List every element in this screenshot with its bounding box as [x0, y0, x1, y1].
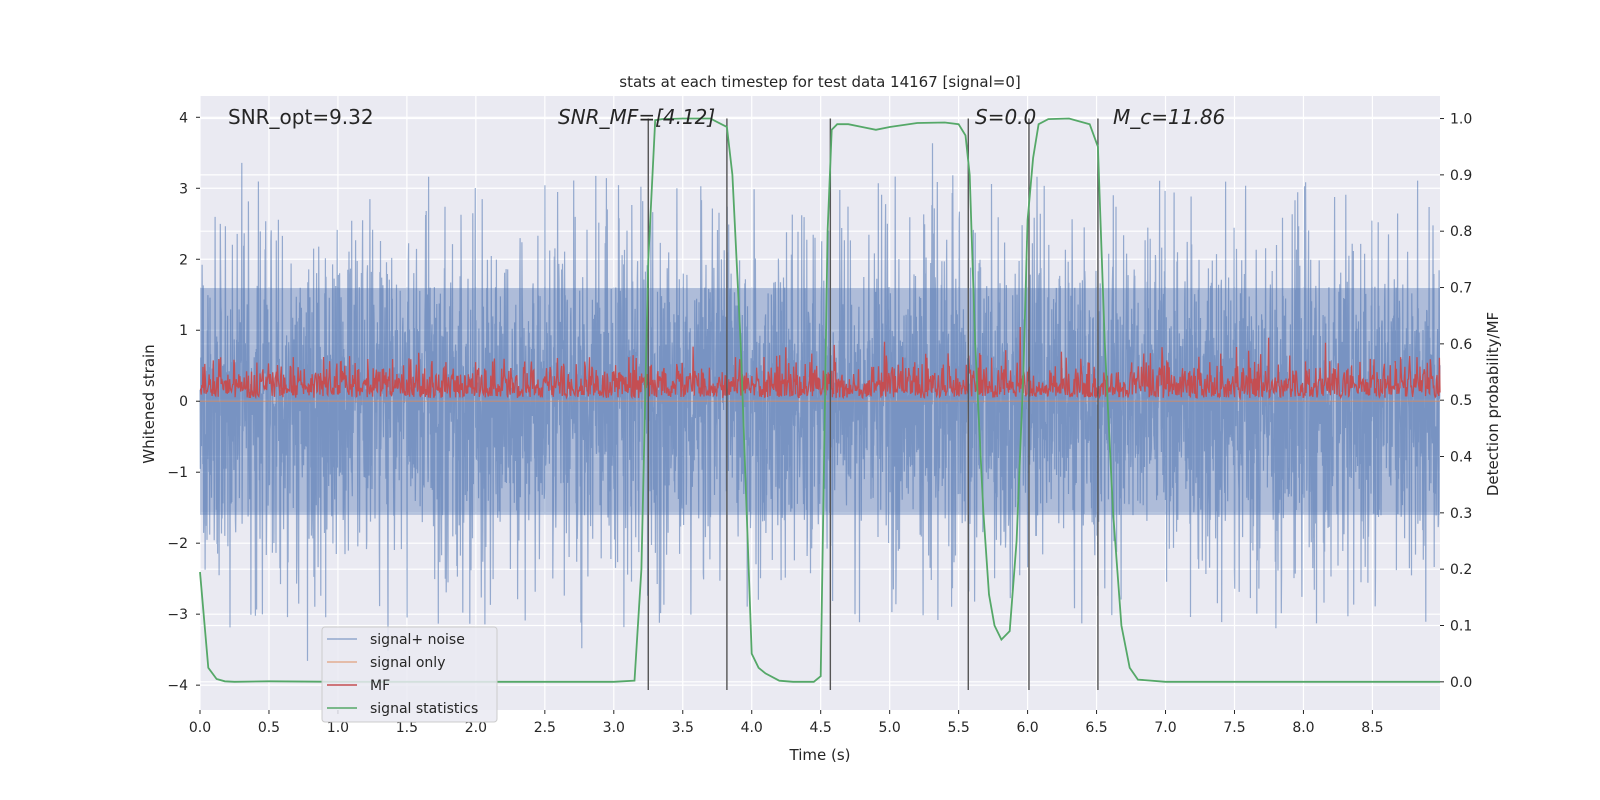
y-right-tick-label: 0.1 — [1450, 619, 1472, 635]
y-left-tick-label: −3 — [167, 607, 188, 623]
x-tick-label: 2.0 — [465, 720, 487, 736]
x-tick-label: 6.5 — [1085, 720, 1107, 736]
y-left-tick-label: 3 — [179, 181, 188, 197]
x-tick-label: 3.0 — [603, 720, 625, 736]
x-tick-label: 5.0 — [879, 720, 901, 736]
x-tick-label: 8.5 — [1361, 720, 1383, 736]
y-right-tick-label: 0.0 — [1450, 675, 1472, 691]
y-left-tick-label: −1 — [167, 465, 188, 481]
x-tick-label: 6.0 — [1016, 720, 1038, 736]
y-right-tick-label: 0.9 — [1450, 168, 1472, 184]
legend-label-signal-noise: signal+ noise — [370, 632, 465, 648]
y-left-tick-label: −4 — [167, 678, 188, 694]
y-right-tick-label: 0.8 — [1450, 224, 1472, 240]
annotation-snr-mf: SNR_MF=[4.12] — [558, 105, 715, 129]
series-mf — [199, 326, 1441, 401]
y-axis-label-left: Whitened strain — [140, 344, 158, 463]
x-tick-label: 0.0 — [189, 720, 211, 736]
y-left-tick-label: 2 — [179, 252, 188, 268]
x-tick-label: 0.5 — [258, 720, 280, 736]
y-left-tick-label: 1 — [179, 323, 188, 339]
x-tick-label: 7.0 — [1154, 720, 1176, 736]
y-left-tick-label: 0 — [179, 394, 188, 410]
legend: signal+ noise signal only MF signal stat… — [321, 626, 498, 723]
legend-frame — [321, 626, 498, 723]
series-signal-noise — [199, 143, 1441, 661]
x-tick-label: 8.0 — [1292, 720, 1314, 736]
x-tick-label: 1.5 — [396, 720, 418, 736]
chart-title: stats at each timestep for test data 141… — [619, 73, 1020, 91]
y-axis-label-right: Detection probability/MF — [1484, 312, 1502, 496]
y-right-tick-label: 0.5 — [1450, 393, 1472, 409]
annotation-mc-value: M_c=11.86 — [1113, 105, 1225, 129]
x-tick-label: 4.0 — [741, 720, 763, 736]
y-left-tick-label: −2 — [167, 536, 188, 552]
y-right-tick-label: 0.6 — [1450, 337, 1472, 353]
x-tick-label: 2.5 — [534, 720, 556, 736]
vertical-markers — [647, 118, 1099, 690]
y-right-tick-label: 0.3 — [1450, 506, 1472, 522]
y-left-tick-label: 4 — [179, 110, 188, 126]
x-tick-label: 5.5 — [947, 720, 969, 736]
annotation-s-value: S=0.0 — [975, 105, 1036, 129]
annotation-snr-opt: SNR_opt=9.32 — [228, 105, 374, 129]
axes: 0.0 0.5 1.0 1.5 2.0 2.5 3.0 3.5 4.0 4.5 5.0 5.5 6.0 6… — [167, 110, 1472, 736]
y-right-tick-label: 0.7 — [1450, 281, 1472, 297]
legend-label-signal-only: signal only — [370, 655, 445, 671]
x-tick-label: 3.5 — [672, 720, 694, 736]
data-layer — [199, 143, 1441, 661]
y-right-tick-label: 0.2 — [1450, 562, 1472, 578]
legend-label-signal-statistics: signal statistics — [370, 701, 478, 717]
x-axis-label: Time (s) — [789, 746, 851, 764]
legend-label-mf: MF — [370, 678, 390, 694]
x-tick-label: 7.5 — [1223, 720, 1245, 736]
x-tick-label: 1.0 — [327, 720, 349, 736]
signal-statistics-layer — [199, 117, 1440, 683]
y-right-tick-label: 0.4 — [1450, 450, 1472, 466]
x-tick-label: 4.5 — [810, 720, 832, 736]
annotations: SNR_opt=9.32 SNR_MF=[4.12] S=0.0 M_c=11.… — [228, 105, 1225, 129]
series-signal-statistics — [199, 117, 1440, 683]
y-right-tick-label: 1.0 — [1450, 112, 1472, 128]
